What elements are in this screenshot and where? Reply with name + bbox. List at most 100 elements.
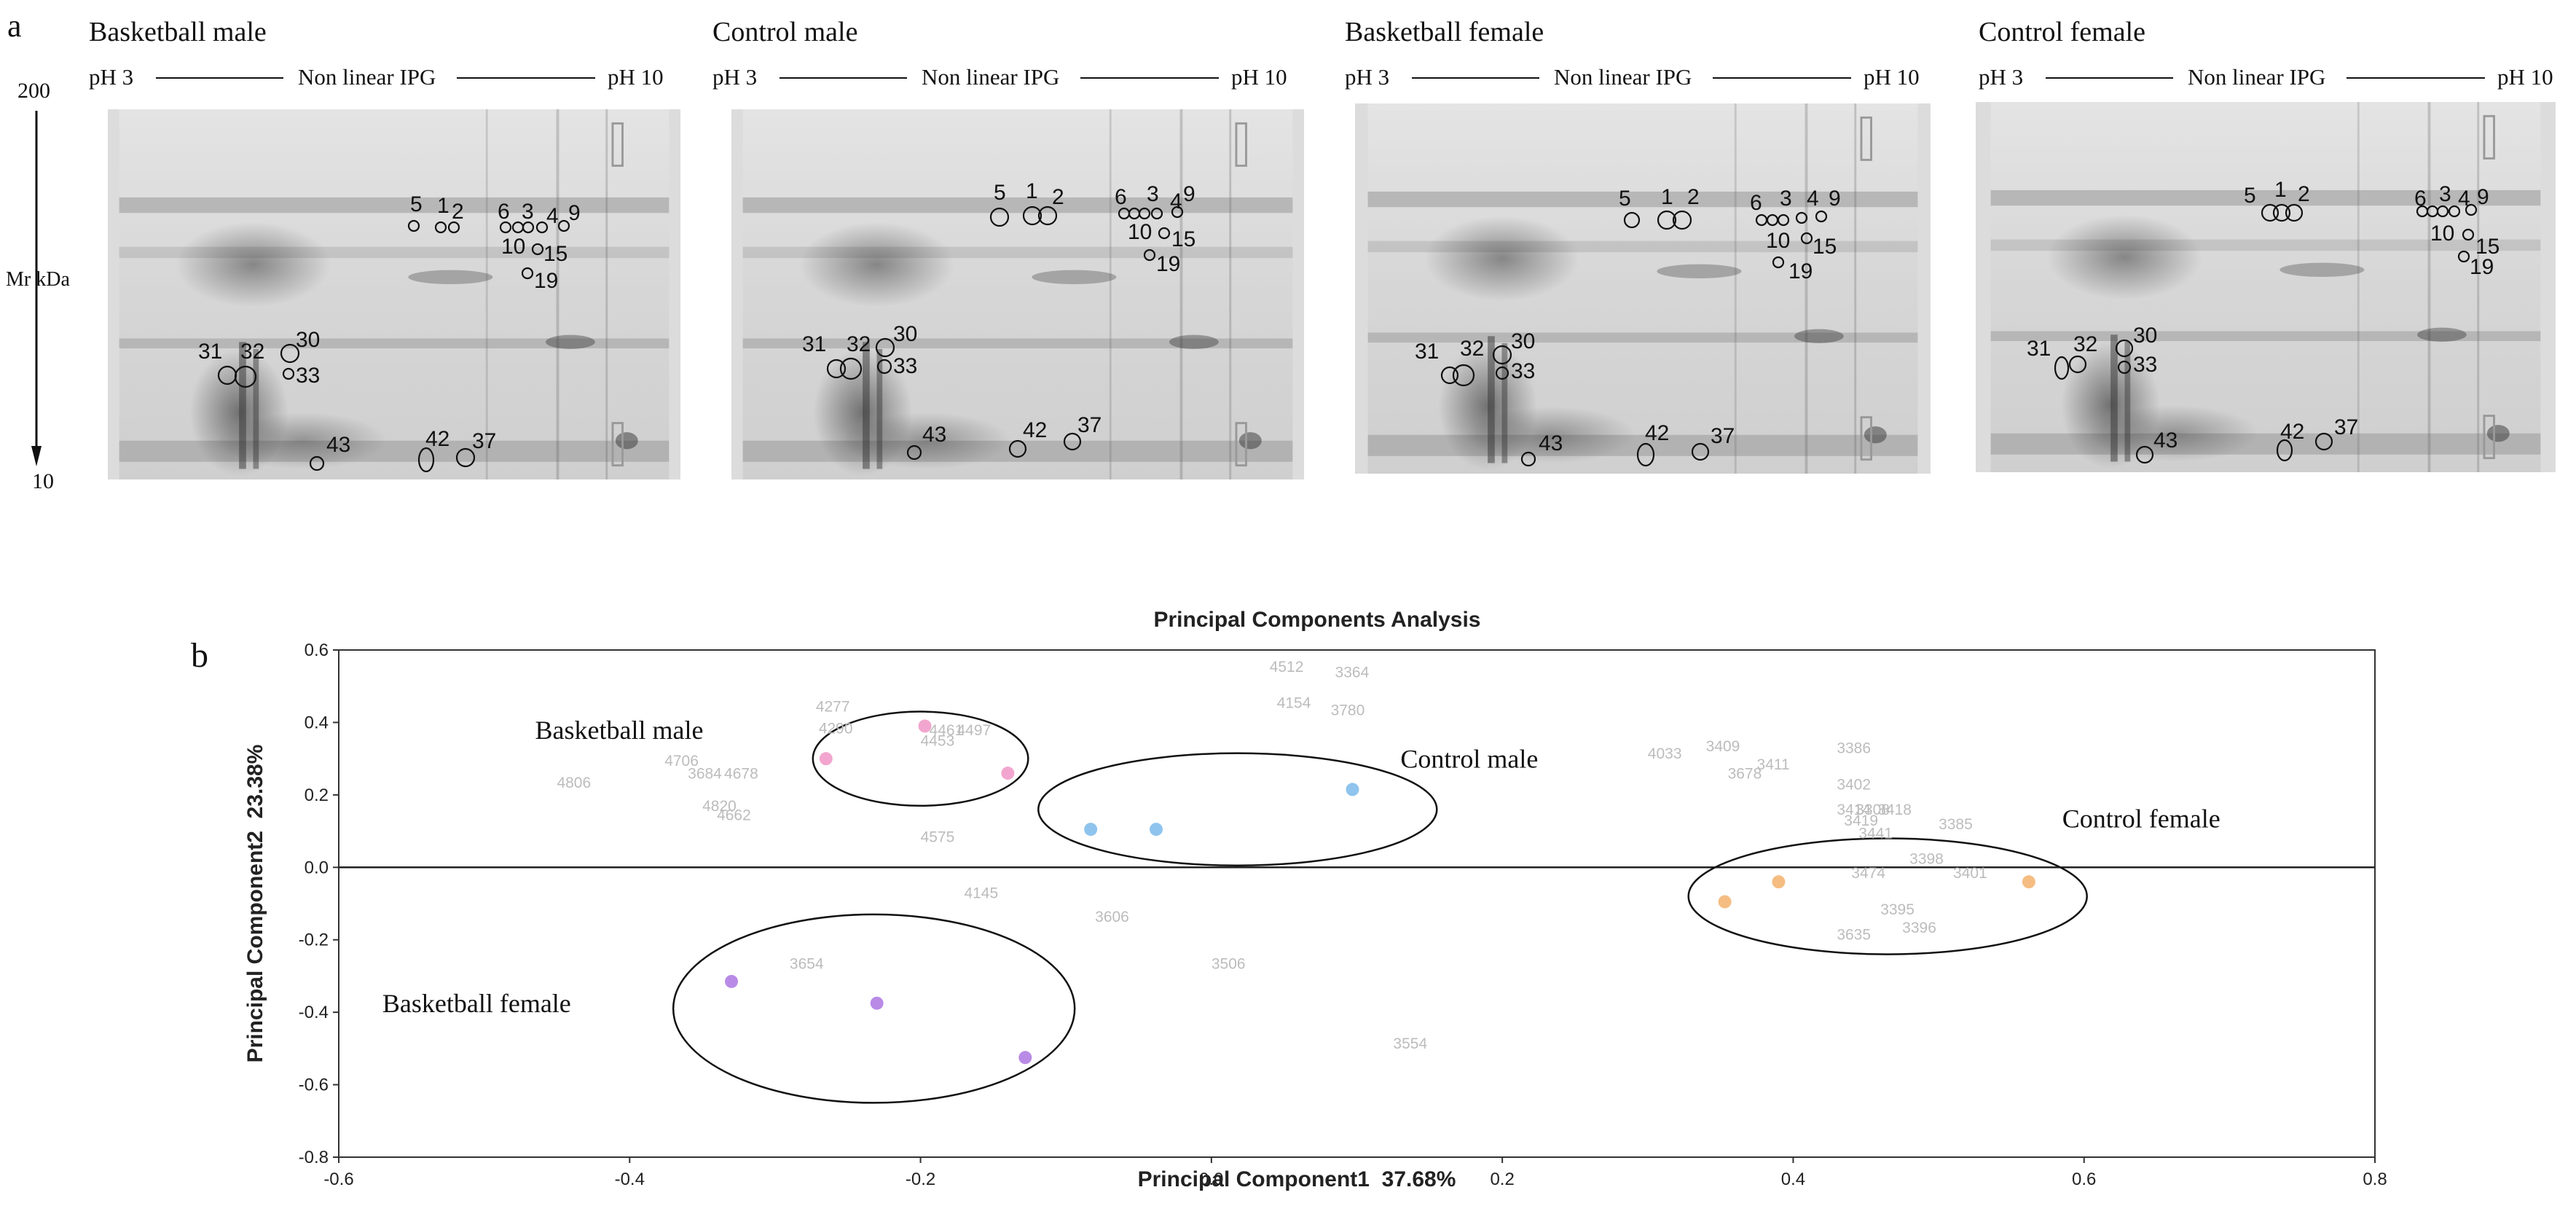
svg-text:43: 43 [1539,431,1563,455]
gel-svg: 5 1 2 6 3 4 9 10 15 19 30 31 32 33 37 42… [742,109,1294,479]
data-point [1149,823,1163,837]
svg-text:30: 30 [2133,324,2157,348]
ph-middle-label: Non linear IPG [922,64,1060,90]
ph-left-label: pH 3 [89,64,134,90]
svg-text:30: 30 [296,328,320,352]
data-point [819,752,833,766]
svg-text:19: 19 [2470,255,2494,279]
mw-axis-title: Mr kDa [6,268,70,291]
gel-title-basketball-male: Basketball male [89,17,267,47]
svg-text:37: 37 [2334,415,2358,439]
chart-title: Principal Components Analysis [1154,608,1481,632]
ph-right-label: pH 10 [2497,64,2553,90]
marker-label: 3308 [1856,802,1890,818]
svg-text:3: 3 [1780,187,1792,211]
x-tick-label: 0.0 [1199,1170,1223,1189]
marker-label: 4290 [819,720,853,737]
svg-text:19: 19 [534,269,558,293]
svg-text:32: 32 [240,340,264,364]
mw-arrow [31,111,42,466]
svg-text:2: 2 [1052,185,1064,209]
svg-text:15: 15 [1813,235,1837,259]
ph-line-right [457,77,595,79]
panel-a-letter: a [7,8,22,44]
marker-label: 3506 [1212,955,1246,972]
mw-top-label: 200 [17,79,50,103]
svg-text:43: 43 [922,423,946,447]
marker-label: 4512 [1270,659,1304,675]
spot-labels: 5 1 2 6 3 4 9 10 15 19 30 31 32 33 37 42… [2027,178,2500,453]
gel-image-basketball-male: 5 1 2 6 3 4 9 10 15 19 30 31 32 33 37 42… [108,109,680,479]
ph-line-right [1080,77,1219,79]
gel-svg: 5 1 2 6 3 4 9 10 15 19 30 31 32 33 37 42… [118,109,670,479]
panel-b-letter: b [191,636,208,675]
marker-label: 3418 [1877,802,1912,818]
y-tick-label: 0.6 [305,641,329,660]
gel-image-basketball-female: 5 1 2 6 3 4 9 10 15 19 30 31 32 33 37 42… [1355,103,1931,474]
svg-text:32: 32 [847,332,871,356]
x-tick-label: -0.4 [615,1170,645,1189]
svg-text:4: 4 [1170,189,1182,214]
marker-label: 3401 [1953,865,1987,882]
svg-text:4: 4 [546,204,559,228]
x-axis-title: Principal Component1 37.68% [1138,1167,1456,1191]
svg-text:9: 9 [1183,182,1195,206]
ph-middle-label: Non linear IPG [298,64,436,90]
group-labels: Basketball male Control male Basketball fe… [382,716,2220,1018]
svg-text:4: 4 [2458,187,2470,211]
ph-right-label: pH 10 [1864,64,1920,90]
svg-text:31: 31 [2027,337,2051,361]
spot-labels: 5 1 2 6 3 4 9 10 15 19 30 31 32 33 37 42… [1415,185,1841,455]
ph-row: pH 3 Non linear IPG pH 10 [712,64,1303,90]
svg-text:5: 5 [410,192,423,216]
svg-text:2: 2 [2298,182,2310,206]
marker-label: 4497 [957,722,991,739]
ph-right-label: pH 10 [1231,64,1287,90]
marker-label: 3411 [1757,756,1790,773]
gel-image-control-female: 5 1 2 6 3 4 9 10 15 19 30 31 32 33 37 42… [1976,102,2556,472]
svg-text:33: 33 [893,354,917,378]
marker-label: 4453 [921,733,955,750]
ph-left-label: pH 3 [1979,64,2024,90]
ph-line-left [1412,77,1539,79]
svg-text:6: 6 [1115,185,1127,209]
svg-text:19: 19 [1156,252,1180,276]
group-label: Control male [1400,745,1538,774]
x-tick-label: 0.8 [2363,1170,2387,1189]
plot-frame [338,649,2376,1158]
svg-text:5: 5 [2244,184,2256,208]
marker-label: 3780 [1331,702,1365,718]
svg-text:10: 10 [1128,220,1152,244]
marker-label: 4678 [724,765,758,782]
svg-text:9: 9 [568,201,581,225]
svg-text:33: 33 [1511,359,1535,383]
marker-label: 3402 [1837,776,1871,793]
data-point [1001,767,1015,780]
gel-image-control-male: 5 1 2 6 3 4 9 10 15 19 30 31 32 33 37 42… [731,109,1304,479]
data-points [725,719,2035,1065]
svg-text:1: 1 [1661,185,1673,209]
mw-bottom-label: 10 [32,469,54,493]
svg-text:31: 31 [1415,340,1439,364]
ph-right-label: pH 10 [608,64,664,90]
svg-text:42: 42 [2280,420,2304,444]
marker-label: 3386 [1837,740,1871,757]
group-label: Basketball male [535,716,704,745]
group-ellipse [1687,837,2088,955]
ph-middle-label: Non linear IPG [2188,64,2326,90]
marker-label: 3396 [1902,920,1936,936]
spot-labels: 5 1 2 6 3 4 9 10 15 19 30 31 32 33 37 42… [198,192,581,457]
svg-text:42: 42 [1023,418,1047,442]
svg-text:4: 4 [1807,187,1819,211]
ph-line-left [780,77,907,79]
marker-label: 4662 [717,807,751,824]
svg-text:42: 42 [425,427,449,451]
group-ellipse [812,710,1029,807]
svg-text:32: 32 [1460,337,1484,361]
group-label: Basketball female [382,989,571,1018]
marker-label: 4820 [702,798,737,815]
svg-text:9: 9 [2477,185,2489,209]
svg-text:1: 1 [2274,178,2287,202]
group-ellipse [672,913,1076,1104]
marker-label: 3441 [1858,826,1893,842]
